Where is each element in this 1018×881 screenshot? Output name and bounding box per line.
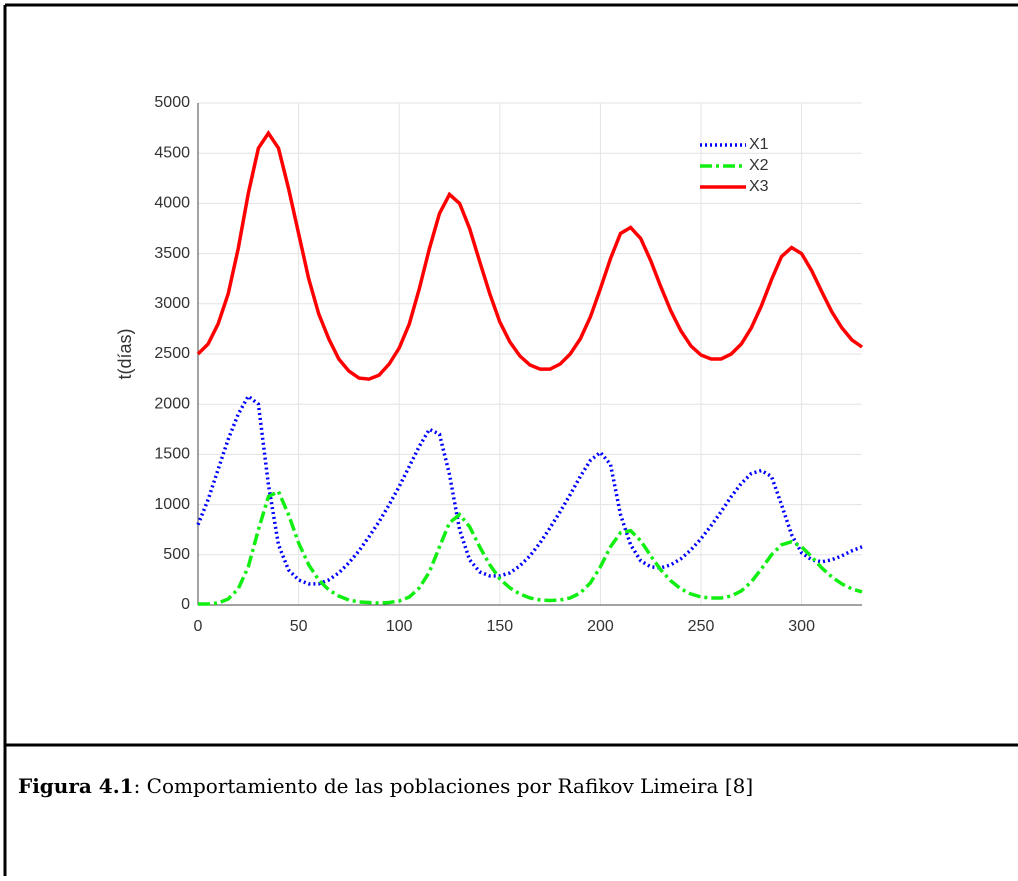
- x-tick-label: 50: [290, 618, 308, 635]
- caption-text: : Comportamiento de las poblaciones por …: [134, 774, 754, 798]
- legend-label: X1: [749, 136, 769, 153]
- series-line: [198, 489, 863, 606]
- y-tick-label: 2500: [154, 345, 190, 362]
- series-line: [196, 393, 863, 586]
- x-tick-label: 300: [788, 618, 815, 635]
- caption-label: Figura 4.1: [18, 774, 134, 798]
- y-tick-label: 1500: [154, 446, 190, 463]
- y-axis-label: t(días): [115, 328, 135, 379]
- y-tick-label: 0: [181, 596, 190, 613]
- legend-label: X2: [749, 157, 769, 174]
- y-tick-label: 3000: [154, 295, 190, 312]
- series-line: [196, 129, 864, 381]
- caption: Figura 4.1: Comportamiento de las poblac…: [18, 774, 753, 798]
- y-tick-label: 4500: [154, 144, 190, 161]
- y-tick-label: 500: [163, 546, 190, 563]
- x-tick-label: 0: [194, 618, 203, 635]
- x-tick-label: 150: [486, 618, 513, 635]
- y-tick-label: 1000: [154, 496, 190, 513]
- y-tick-label: 3500: [154, 245, 190, 262]
- y-tick-label: 5000: [154, 94, 190, 111]
- x-tick-label: 250: [688, 618, 715, 635]
- x-tick-label: 200: [587, 618, 614, 635]
- y-tick-label: 4000: [154, 195, 190, 212]
- x-tick-label: 100: [386, 618, 413, 635]
- y-tick-label: 2000: [154, 395, 190, 412]
- legend-label: X3: [749, 178, 769, 195]
